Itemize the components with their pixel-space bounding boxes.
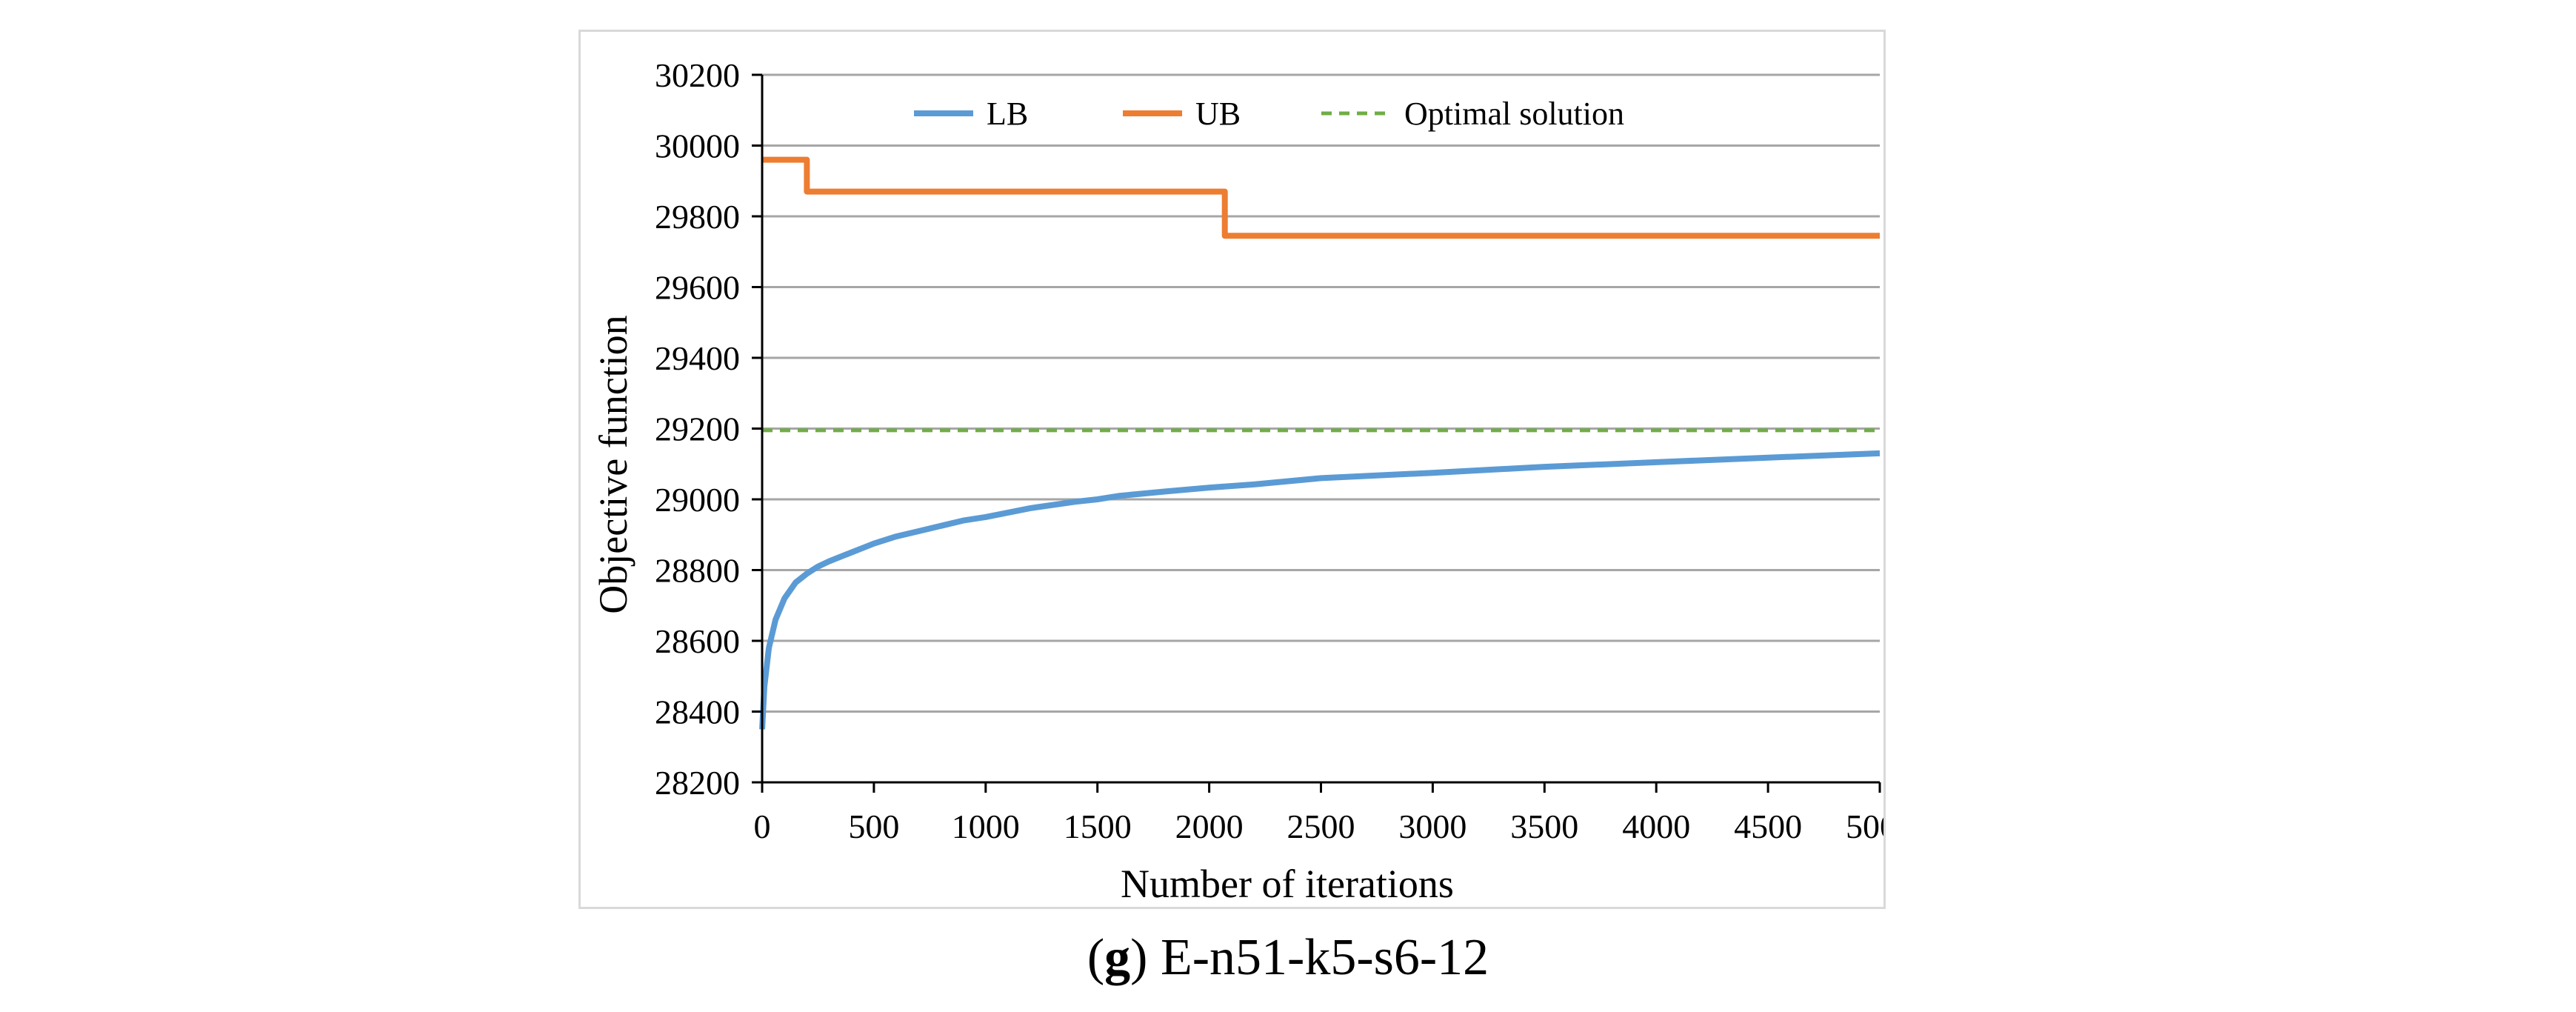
x-tick-label: 3500 [1510,808,1578,845]
x-tick-labels: 0 500 1000 1500 2000 2500 3000 3500 4000 4500 5000 [754,808,1884,845]
x-tick-label: 0 [754,808,771,845]
figure-caption: (g) E-n51-k5-s6-12 [1087,929,1489,986]
x-tick-label: 1000 [952,808,1020,845]
legend: LB UB Optimal solution [914,96,1624,132]
x-tick-label: 4500 [1734,808,1802,845]
y-tick-label: 29200 [655,410,740,448]
line-chart: 28200 28400 28600 28800 29000 29200 29400 29600… [591,56,1884,906]
y-tick-label: 28400 [655,693,740,731]
y-tick-label: 28600 [655,622,740,660]
legend-lb-label: LB [987,96,1028,132]
chart-frame: 28200 28400 28600 28800 29000 29200 29400 29600… [578,30,1886,909]
y-tick-label: 29800 [655,198,740,236]
y-tick-labels: 28200 28400 28600 28800 29000 29200 29400 29600… [655,56,740,802]
caption-letter: g [1104,929,1131,986]
y-tick-label: 28200 [655,764,740,802]
axes [752,73,1881,793]
caption-text: E-n51-k5-s6-12 [1147,929,1489,986]
legend-optimal-label: Optimal solution [1404,96,1624,132]
x-tick-label: 2500 [1287,808,1355,845]
x-tick-label: 500 [848,808,899,845]
lb-series-line [759,450,1881,730]
y-tick-label: 29000 [655,481,740,519]
x-tick-label: 4000 [1622,808,1690,845]
y-tick-label: 28800 [655,552,740,590]
x-tick-label: 3000 [1398,808,1466,845]
x-tick-label: 1500 [1064,808,1132,845]
y-tick-label: 29600 [655,269,740,307]
ub-series-line [762,156,1880,239]
x-tick-label: 2000 [1175,808,1244,845]
x-tick-label: 5000 [1846,808,1883,845]
y-tick-label: 30200 [655,56,740,94]
legend-ub-label: UB [1195,96,1241,132]
gridlines [762,73,1880,713]
y-axis-title: Objective function [591,315,635,613]
series-layer [759,156,1881,730]
y-tick-label: 30000 [655,127,740,165]
x-axis-title: Number of iterations [1121,862,1454,906]
y-tick-label: 29400 [655,339,740,377]
